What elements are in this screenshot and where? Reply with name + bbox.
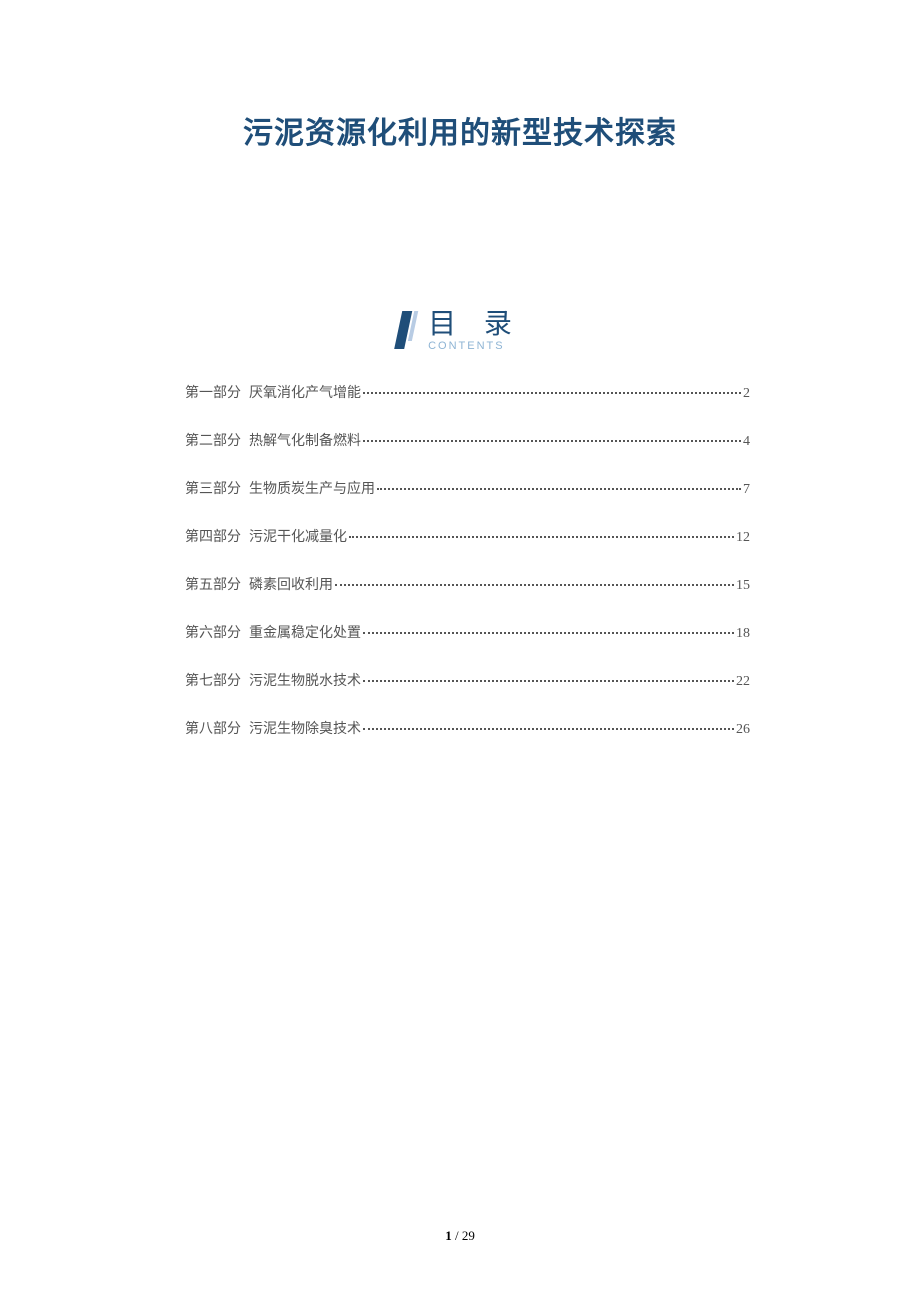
toc-entry-dots: [363, 392, 741, 394]
toc-entry-page: 22: [736, 674, 750, 690]
toc-entry: 第四部分 污泥干化减量化 12: [185, 526, 750, 546]
page-footer: 1 / 29: [0, 1228, 920, 1244]
toc-entry: 第六部分 重金属稳定化处置 18: [185, 622, 750, 642]
toc-entry-title: 污泥生物脱水技术: [249, 670, 361, 690]
toc-entry-page: 4: [743, 434, 750, 450]
toc-entry-dots: [363, 728, 734, 730]
toc-entry-dots: [349, 536, 734, 538]
toc-entry: 第七部分 污泥生物脱水技术 22: [185, 670, 750, 690]
toc-list: 第一部分 厌氧消化产气增能 2 第二部分 热解气化制备燃料 4 第三部分 生物质…: [0, 382, 920, 738]
toc-entry-dots: [335, 584, 734, 586]
toc-entry-part: 第八部分: [185, 718, 241, 738]
toc-entry-page: 26: [736, 722, 750, 738]
toc-entry-part: 第六部分: [185, 622, 241, 642]
toc-entry-title: 污泥生物除臭技术: [249, 718, 361, 738]
toc-entry-title: 污泥干化减量化: [249, 526, 347, 546]
toc-label-wrap: 目 录 CONTENTS: [428, 310, 522, 352]
toc-entry-part: 第二部分: [185, 430, 241, 450]
toc-entry-dots: [377, 488, 741, 490]
toc-entry-title: 磷素回收利用: [249, 574, 333, 594]
toc-entry-dots: [363, 632, 734, 634]
toc-label-cn: 目 录: [428, 310, 522, 338]
page-separator: /: [452, 1228, 462, 1243]
toc-entry-page: 7: [743, 482, 750, 498]
toc-entry-part: 第三部分: [185, 478, 241, 498]
toc-label-en: CONTENTS: [428, 340, 505, 352]
toc-entry-title: 厌氧消化产气增能: [249, 382, 361, 402]
toc-entry-part: 第一部分: [185, 382, 241, 402]
toc-icon: [394, 311, 425, 351]
toc-entry-title: 重金属稳定化处置: [249, 622, 361, 642]
toc-entry-part: 第四部分: [185, 526, 241, 546]
toc-entry: 第五部分 磷素回收利用 15: [185, 574, 750, 594]
toc-entry-part: 第七部分: [185, 670, 241, 690]
toc-entry-title: 热解气化制备燃料: [249, 430, 361, 450]
toc-entry-dots: [363, 680, 734, 682]
toc-entry-page: 12: [736, 530, 750, 546]
toc-entry: 第三部分 生物质炭生产与应用 7: [185, 478, 750, 498]
toc-entry: 第一部分 厌氧消化产气增能 2: [185, 382, 750, 402]
page-total: 29: [462, 1228, 475, 1243]
toc-entry-page: 2: [743, 386, 750, 402]
toc-entry-dots: [363, 440, 741, 442]
toc-heading: 目 录 CONTENTS: [0, 310, 920, 352]
toc-entry-page: 15: [736, 578, 750, 594]
toc-entry: 第八部分 污泥生物除臭技术 26: [185, 718, 750, 738]
toc-entry: 第二部分 热解气化制备燃料 4: [185, 430, 750, 450]
toc-entry-title: 生物质炭生产与应用: [249, 478, 375, 498]
document-title: 污泥资源化利用的新型技术探索: [0, 0, 920, 152]
toc-entry-page: 18: [736, 626, 750, 642]
toc-entry-part: 第五部分: [185, 574, 241, 594]
